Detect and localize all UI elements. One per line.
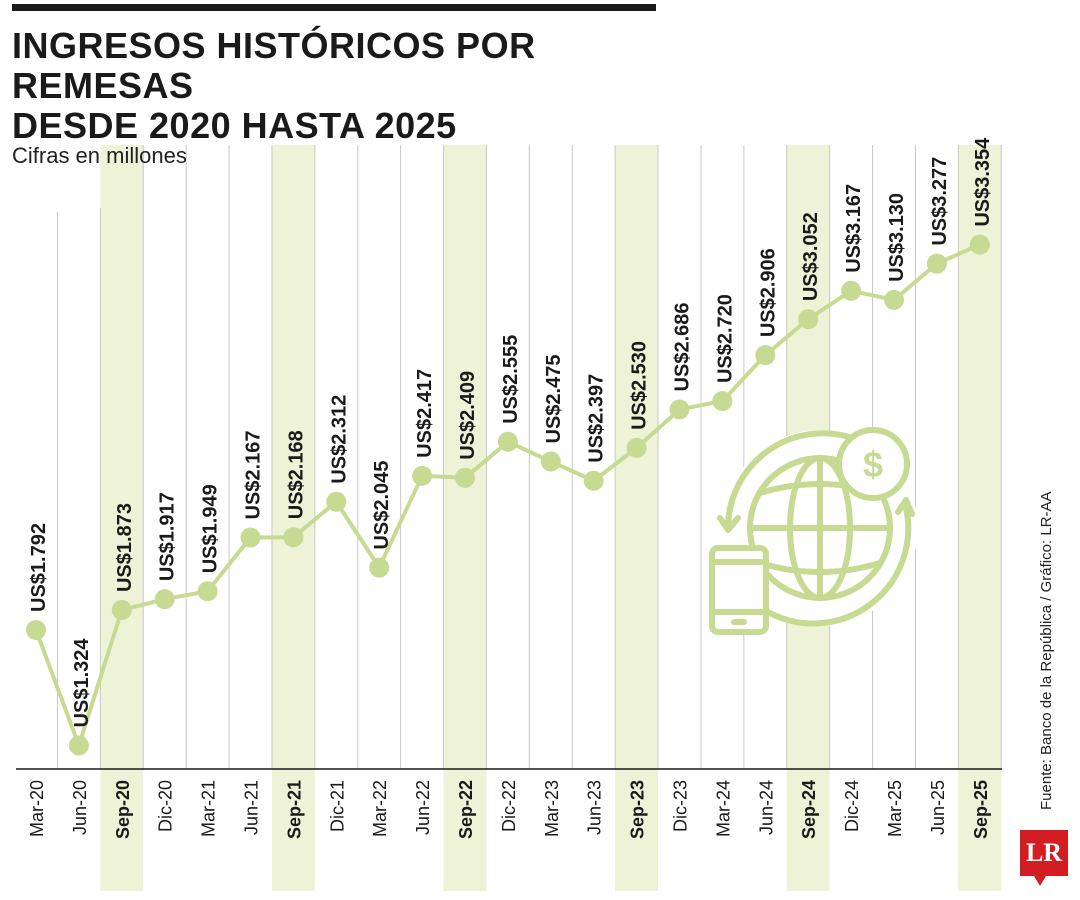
data-label-Mar-22: US$2.045 (371, 461, 393, 550)
x-label-Jun-21: Jun-21 (242, 780, 262, 835)
data-label-Sep-21: US$2.168 (285, 430, 307, 519)
data-point-Jun-25 (926, 253, 947, 274)
title-line-2: DESDE 2020 HASTA 2025 (12, 105, 457, 146)
data-point-Mar-24 (712, 391, 733, 412)
data-label-Dic-21: US$2.312 (328, 395, 350, 484)
highlight-band-Sep-21 (271, 145, 315, 891)
x-label-Mar-24: Mar-24 (713, 780, 733, 837)
data-point-Jun-23 (583, 470, 604, 491)
data-point-Jun-20 (68, 735, 89, 756)
data-point-Jun-21 (240, 527, 261, 548)
x-label-Mar-21: Mar-21 (199, 780, 219, 837)
x-label-Dic-23: Dic-23 (671, 780, 691, 832)
data-point-Jun-22 (412, 465, 433, 486)
x-label-Sep-23: Sep-23 (628, 780, 648, 839)
data-label-Jun-25: US$3.277 (929, 157, 951, 246)
source-note: Fuente: Banco de la República / Gráfico:… (1038, 491, 1055, 810)
data-label-Dic-23: US$2.686 (672, 302, 694, 391)
x-label-Mar-20: Mar-20 (27, 780, 47, 837)
x-label-Jun-20: Jun-20 (70, 780, 90, 835)
data-label-Jun-20: US$1.324 (71, 638, 93, 728)
chart-title: INGRESOS HISTÓRICOS POR REMESAS DESDE 20… (12, 26, 712, 146)
x-label-Mar-25: Mar-25 (885, 780, 905, 837)
x-label-Jun-24: Jun-24 (756, 780, 776, 835)
data-label-Sep-25: US$3.354 (972, 137, 994, 227)
data-label-Dic-24: US$3.167 (843, 184, 865, 273)
data-point-Sep-25 (969, 234, 990, 255)
lr-logo-tail (1034, 876, 1046, 886)
x-label-Jun-22: Jun-22 (413, 780, 433, 835)
top-rule (12, 4, 656, 11)
data-label-Mar-21: US$1.949 (200, 484, 222, 573)
data-point-Dic-23 (669, 399, 690, 420)
lr-logo: LR (1020, 830, 1068, 876)
x-label-Dic-20: Dic-20 (156, 780, 176, 832)
data-point-Dic-20 (154, 589, 175, 610)
data-label-Sep-23: US$2.530 (629, 341, 651, 430)
data-point-Dic-24 (841, 280, 862, 301)
x-label-Mar-23: Mar-23 (542, 780, 562, 837)
highlight-band-Sep-22 (443, 145, 487, 891)
data-point-Sep-22 (455, 467, 475, 488)
data-point-Sep-23 (626, 437, 647, 458)
data-point-Sep-24 (798, 309, 819, 330)
data-label-Jun-21: US$2.167 (243, 431, 265, 520)
data-point-Mar-21 (197, 581, 218, 602)
svg-text:$: $ (863, 444, 883, 485)
data-label-Jun-24: US$2.906 (757, 248, 779, 337)
data-label-Mar-24: US$2.720 (714, 294, 736, 383)
data-label-Mar-23: US$2.475 (543, 355, 565, 444)
x-label-Jun-25: Jun-25 (928, 780, 948, 835)
data-point-Sep-20 (111, 600, 132, 621)
x-label-Jun-23: Jun-23 (585, 780, 605, 835)
data-point-Dic-22 (497, 431, 518, 452)
data-label-Dic-20: US$1.917 (157, 492, 179, 581)
data-point-Jun-24 (755, 345, 776, 366)
data-label-Mar-25: US$3.130 (886, 193, 908, 282)
x-label-Sep-20: Sep-20 (113, 780, 133, 839)
data-point-Mar-25 (884, 289, 904, 310)
x-label-Dic-24: Dic-24 (842, 780, 862, 832)
x-label-Dic-22: Dic-22 (499, 780, 519, 832)
x-label-Dic-21: Dic-21 (327, 780, 347, 832)
x-label-Sep-21: Sep-21 (284, 780, 304, 839)
data-point-Dic-21 (326, 491, 347, 512)
data-label-Sep-24: US$3.052 (800, 212, 822, 301)
data-label-Mar-20: US$1.792 (28, 523, 50, 612)
data-label-Sep-22: US$2.409 (457, 371, 479, 460)
x-label-Sep-25: Sep-25 (971, 780, 991, 839)
x-label-Sep-24: Sep-24 (799, 780, 819, 839)
x-label-Mar-22: Mar-22 (370, 780, 390, 837)
data-label-Jun-22: US$2.417 (414, 369, 436, 458)
title-line-1: INGRESOS HISTÓRICOS POR REMESAS (12, 25, 536, 106)
globe-money-transfer-icon: $ (709, 427, 918, 635)
data-labels: US$1.792 US$1.324 US$1.873 US$1.917 US$1.949… (28, 137, 994, 728)
x-axis-labels: Mar-20 Jun-20 Sep-20 Dic-20 Mar-21 Jun-21 Sep-… (27, 780, 991, 839)
series-remesas (26, 234, 990, 756)
highlight-band-Sep-25 (958, 145, 1002, 891)
highlight-band-Sep-20 (100, 145, 144, 891)
chart-subtitle: Cifras en millones (12, 143, 187, 168)
highlight-band-Sep-23 (615, 145, 659, 891)
data-point-Sep-21 (283, 527, 304, 548)
data-point-Mar-20 (26, 620, 46, 640)
x-label-Sep-22: Sep-22 (456, 780, 476, 839)
data-label-Jun-23: US$2.397 (586, 374, 608, 463)
data-label-Dic-22: US$2.555 (500, 335, 522, 424)
data-label-Sep-20: US$1.873 (114, 503, 136, 592)
data-point-Mar-23 (540, 451, 561, 472)
data-point-Mar-22 (369, 557, 390, 578)
